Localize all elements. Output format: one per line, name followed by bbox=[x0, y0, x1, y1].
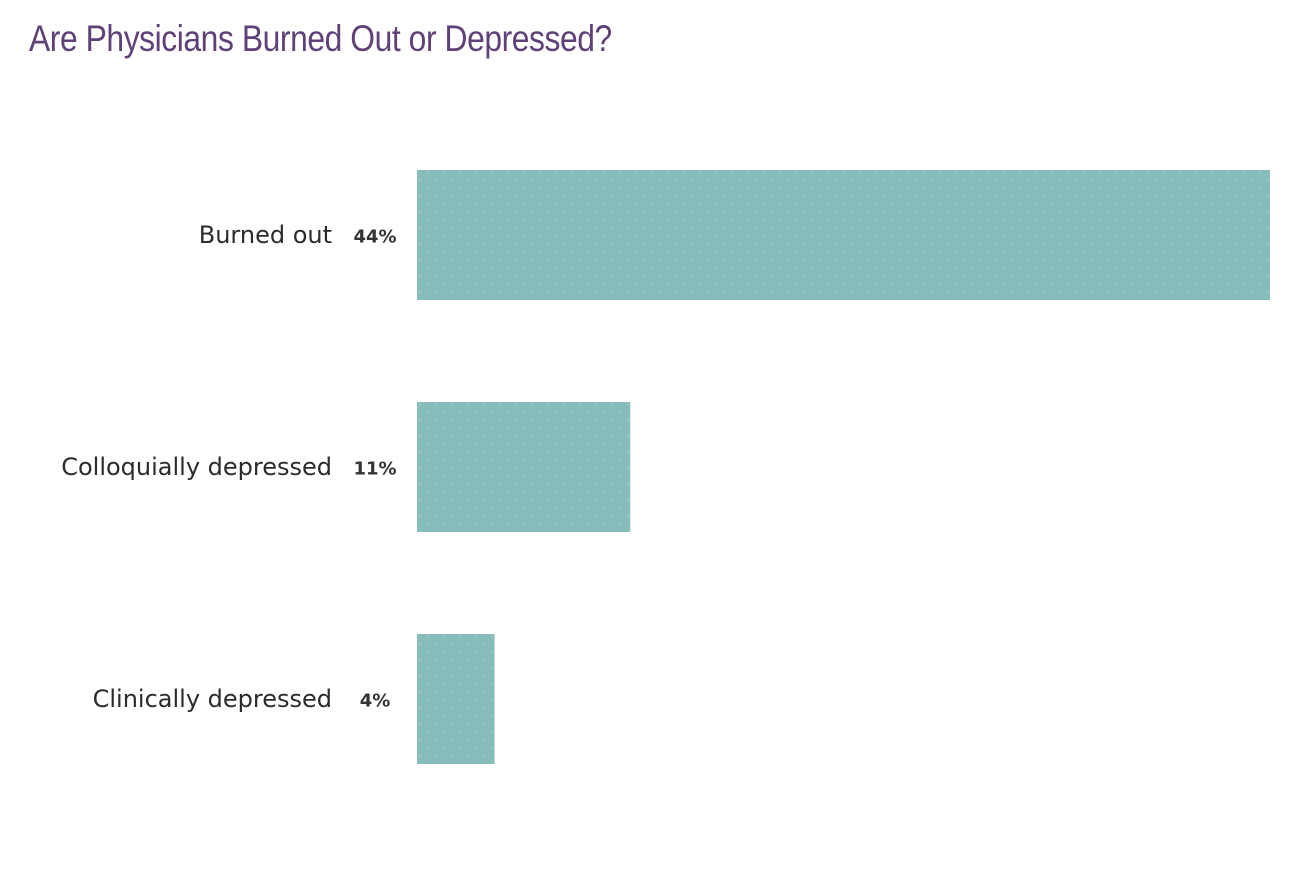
category-label: Colloquially depressed bbox=[61, 453, 332, 481]
bar-texture bbox=[417, 402, 631, 532]
category-label: Burned out bbox=[199, 221, 332, 249]
category-label: Clinically depressed bbox=[93, 685, 332, 713]
value-label: 11% bbox=[353, 459, 396, 480]
bar-group: Burned out 44% bbox=[199, 170, 1270, 300]
bars-layer: Burned out 44% Colloquially depressed 11% Cl… bbox=[61, 170, 1270, 764]
bar-texture bbox=[417, 170, 1270, 300]
bar-texture bbox=[417, 634, 495, 764]
value-label: 4% bbox=[360, 691, 391, 712]
bar-group: Colloquially depressed 11% bbox=[61, 402, 631, 532]
bar-group: Clinically depressed 4% bbox=[93, 634, 495, 764]
value-label: 44% bbox=[353, 227, 396, 248]
chart-title: Are Physicians Burned Out or Depressed? bbox=[29, 18, 612, 59]
